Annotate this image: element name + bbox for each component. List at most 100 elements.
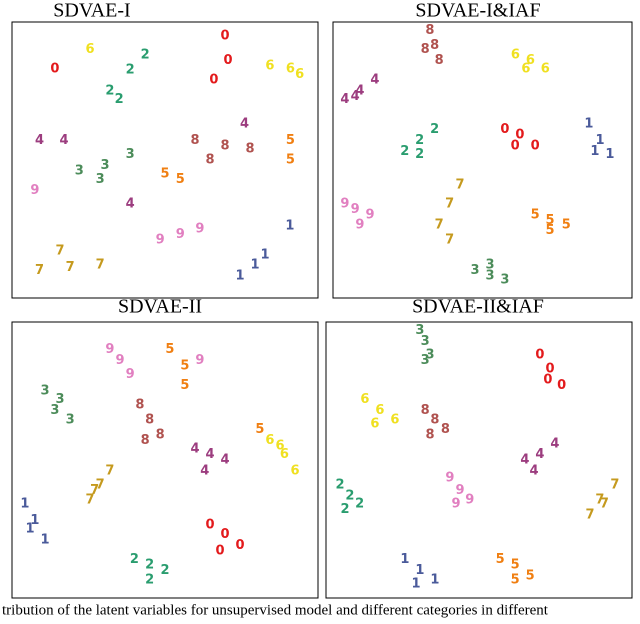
point-glyph: 6: [370, 417, 379, 432]
point-glyph: 2: [115, 92, 124, 107]
point-glyph: 2: [126, 63, 135, 78]
point-glyph: 9: [465, 493, 474, 508]
point-glyph: 4: [59, 133, 68, 148]
point-glyph: 0: [205, 517, 214, 532]
panel-title: SDVAE-II&IAF: [412, 296, 544, 318]
point-glyph: 6: [390, 412, 399, 427]
point-glyph: 2: [145, 557, 154, 572]
point-glyph: 2: [340, 502, 349, 517]
point-glyph: 7: [445, 197, 454, 212]
point-glyph: 9: [30, 183, 39, 198]
point-glyph: 9: [156, 233, 165, 248]
point-glyph: 3: [50, 403, 59, 418]
point-glyph: 7: [610, 477, 619, 492]
point-glyph: 8: [435, 53, 444, 68]
point-glyph: 6: [360, 392, 369, 407]
point-glyph: 4: [205, 447, 214, 462]
point-glyph: 0: [545, 361, 554, 376]
point-glyph: 6: [521, 61, 530, 76]
point-glyph: 3: [421, 334, 430, 349]
point-glyph: 7: [86, 493, 95, 508]
point-glyph: 8: [425, 23, 434, 38]
point-glyph: 4: [530, 464, 539, 479]
panel-frame: [332, 21, 633, 299]
point-glyph: 5: [546, 223, 555, 238]
point-glyph: 5: [180, 378, 189, 393]
point-glyph: 6: [526, 53, 535, 68]
point-glyph: 3: [66, 412, 75, 427]
point-glyph: 8: [430, 38, 439, 53]
panel-title: SDVAE-I&IAF: [415, 0, 540, 22]
point-glyph: 8: [421, 42, 430, 57]
point-glyph: 3: [101, 158, 110, 173]
point-glyph: 4: [535, 447, 544, 462]
point-glyph: 9: [456, 483, 465, 498]
point-glyph: 6: [286, 61, 295, 76]
point-glyph: 1: [30, 513, 39, 528]
point-glyph: 7: [445, 233, 454, 248]
point-glyph: 1: [26, 522, 35, 537]
point-glyph: 7: [435, 217, 444, 232]
panel-title: SDVAE-II: [118, 296, 202, 318]
point-glyph: 8: [135, 397, 144, 412]
point-glyph: 2: [415, 147, 424, 162]
point-glyph: 2: [105, 84, 114, 99]
point-glyph: 6: [265, 433, 274, 448]
point-glyph: 9: [351, 202, 360, 217]
point-glyph: 4: [240, 117, 249, 132]
point-glyph: 8: [190, 133, 199, 148]
point-glyph: 4: [35, 133, 44, 148]
point-glyph: 7: [96, 477, 105, 492]
point-glyph: 0: [50, 61, 59, 76]
point-glyph: 0: [531, 139, 540, 154]
point-glyph: 1: [411, 577, 420, 592]
point-glyph: 7: [66, 260, 75, 275]
point-glyph: 9: [115, 353, 124, 368]
point-glyph: 1: [430, 573, 439, 588]
point-glyph: 4: [126, 197, 135, 212]
point-glyph: 2: [345, 488, 354, 503]
point-glyph: 5: [286, 133, 295, 148]
point-glyph: 9: [195, 222, 204, 237]
point-glyph: 0: [224, 53, 233, 68]
point-glyph: 3: [56, 392, 65, 407]
point-glyph: 5: [546, 213, 555, 228]
point-glyph: 4: [351, 89, 360, 104]
point-glyph: 9: [126, 367, 135, 382]
point-glyph: 4: [200, 464, 209, 479]
point-glyph: 1: [235, 268, 244, 283]
point-glyph: 2: [141, 48, 150, 63]
point-glyph: 2: [160, 563, 169, 578]
point-glyph: 5: [562, 217, 571, 232]
point-glyph: 1: [595, 133, 604, 148]
point-glyph: 1: [20, 497, 29, 512]
point-glyph: 5: [176, 172, 185, 187]
point-glyph: 8: [426, 428, 435, 443]
point-glyph: 2: [130, 552, 139, 567]
point-glyph: 3: [485, 268, 494, 283]
point-glyph: 0: [500, 122, 509, 137]
point-glyph: 6: [295, 67, 304, 82]
point-glyph: 0: [557, 378, 566, 393]
point-glyph: 6: [291, 464, 300, 479]
point-glyph: 1: [250, 257, 259, 272]
point-glyph: 9: [105, 342, 114, 357]
point-glyph: 9: [340, 197, 349, 212]
point-glyph: 6: [375, 403, 384, 418]
panel-title: SDVAE-I: [53, 0, 130, 22]
point-glyph: 7: [456, 177, 465, 192]
point-glyph: 4: [355, 84, 364, 99]
panel-frame: [325, 321, 633, 599]
point-glyph: 0: [220, 527, 229, 542]
point-glyph: 4: [220, 453, 229, 468]
point-glyph: 1: [415, 563, 424, 578]
point-glyph: 3: [96, 172, 105, 187]
point-glyph: 7: [35, 263, 44, 278]
point-glyph: 4: [340, 92, 349, 107]
point-glyph: 3: [485, 257, 494, 272]
point-glyph: 5: [496, 552, 505, 567]
point-glyph: 9: [355, 217, 364, 232]
point-glyph: 9: [195, 353, 204, 368]
point-glyph: 3: [500, 273, 509, 288]
